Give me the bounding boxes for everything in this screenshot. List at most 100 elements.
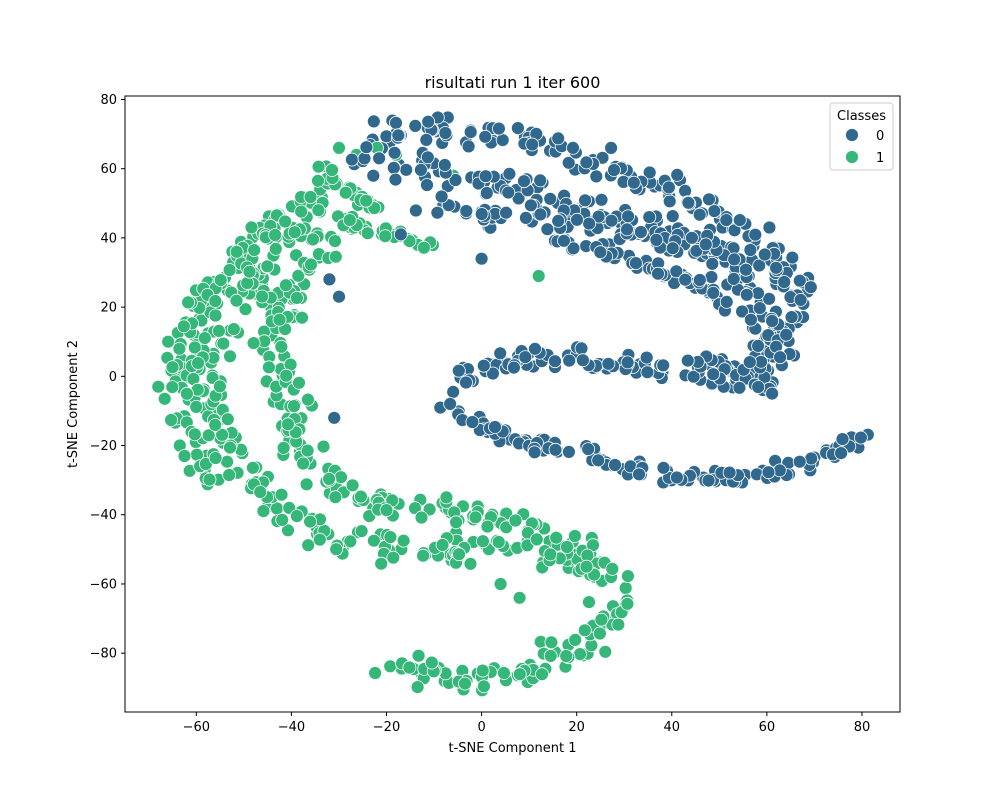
scatter-point-class-1 [328, 490, 343, 505]
scatter-point-class-1 [220, 412, 235, 427]
scatter-point-class-0 [656, 358, 671, 373]
scatter-point-class-0 [582, 216, 596, 231]
scatter-point-class-0 [528, 341, 542, 356]
scatter-point-class-1 [594, 612, 609, 627]
scatter-point-class-0 [451, 363, 466, 378]
scatter-point-class-0 [389, 116, 403, 130]
scatter-point-class-1 [223, 440, 237, 455]
scatter-point-class-0 [574, 341, 589, 356]
scatter-point-class-0 [533, 207, 548, 222]
scatter-point-class-0 [511, 121, 525, 136]
legend-title: Classes [837, 109, 886, 124]
scatter-point-class-0 [762, 220, 777, 235]
scatter-point-class-1 [535, 667, 549, 682]
scatter-point-class-0 [639, 350, 654, 365]
scatter-point-class-1 [611, 617, 626, 632]
scatter-point-class-0 [459, 375, 473, 390]
scatter-point-class-0 [562, 353, 577, 368]
scatter-point-class-0 [680, 353, 695, 368]
scatter-point-class-0 [722, 465, 737, 480]
scatter-point-class-0 [533, 173, 548, 188]
scatter-point-class-1 [449, 515, 464, 530]
scatter-point-class-0 [570, 212, 584, 227]
scatter-point-class-0 [408, 119, 423, 133]
scatter-point-class-0 [769, 260, 783, 275]
scatter-point-class-1 [493, 577, 508, 591]
scatter-point-class-0 [751, 380, 766, 394]
scatter-point-class-0 [491, 121, 506, 136]
scatter-point-class-0 [379, 129, 394, 144]
scatter-point-class-1 [278, 214, 293, 229]
scatter-point-class-1 [468, 510, 483, 525]
scatter-point-class-0 [419, 132, 434, 147]
scatter-point-class-1 [208, 294, 223, 308]
scatter-point-class-1 [359, 193, 374, 208]
scatter-point-class-1 [240, 276, 255, 290]
scatter-point-class-0 [670, 470, 684, 485]
scatter-point-class-0 [463, 125, 478, 139]
scatter-point-class-0 [327, 410, 342, 425]
scatter-point-class-1 [275, 513, 290, 527]
scatter-point-class-1 [424, 655, 439, 670]
scatter-point-class-1 [176, 319, 191, 334]
scatter-point-class-1 [366, 533, 381, 548]
legend-label-class-1: 1 [876, 151, 884, 166]
x-axis-label: t-SNE Component 1 [449, 741, 577, 756]
scatter-point-class-1 [311, 159, 326, 174]
scatter-point-class-1 [281, 523, 295, 538]
scatter-point-class-0 [779, 327, 794, 342]
scatter-point-class-1 [338, 185, 353, 200]
scatter-point-class-1 [268, 228, 283, 242]
scatter-point-class-1 [268, 241, 283, 256]
scatter-point-class-0 [499, 205, 514, 220]
scatter-point-class-1 [208, 417, 223, 432]
scatter-point-class-0 [726, 271, 741, 286]
scatter-point-class-1 [345, 478, 360, 493]
scatter-point-class-0 [495, 133, 510, 148]
scatter-point-class-1 [303, 514, 318, 529]
scatter-point-class-0 [366, 114, 381, 129]
scatter-point-class-0 [524, 198, 538, 213]
x-axis: −60 −40 −20 0 20 40 60 80 [183, 712, 870, 735]
scatter-point-class-1 [216, 336, 231, 351]
scatter-point-class-0 [566, 241, 581, 256]
scatter-point-class-1 [475, 663, 490, 678]
scatter-point-class-1 [238, 302, 253, 317]
scatter-point-class-0 [525, 137, 540, 152]
scatter-point-class-0 [656, 460, 671, 475]
scatter-point-class-1 [374, 556, 389, 571]
scatter-point-class-1 [299, 477, 314, 492]
scatter-point-class-1 [559, 649, 574, 663]
y-tick-label: −40 [90, 508, 117, 523]
scatter-point-class-0 [662, 180, 676, 195]
scatter-point-class-1 [226, 322, 241, 337]
y-tick-label: 40 [100, 231, 117, 246]
scatter-point-class-0 [762, 291, 776, 306]
scatter-point-class-1 [255, 289, 270, 304]
scatter-point-class-0 [735, 304, 749, 319]
scatter-point-class-1 [244, 220, 259, 235]
scatter-point-class-1 [276, 440, 291, 455]
scatter-point-class-0 [557, 233, 571, 248]
scatter-point-class-0 [662, 194, 677, 209]
scatter-point-class-1 [378, 229, 393, 244]
scatter-point-class-1 [177, 449, 192, 463]
scatter-point-class-0 [642, 210, 657, 225]
scatter-point-class-0 [785, 250, 800, 265]
x-tick-label: −40 [278, 720, 305, 735]
scatter-point-class-1 [343, 534, 358, 549]
scatter-point-class-0 [593, 245, 608, 260]
scatter-point-class-0 [608, 458, 622, 472]
scatter-point-class-1 [172, 341, 187, 356]
scatter-point-class-1 [410, 680, 425, 694]
scatter-point-class-0 [511, 191, 526, 206]
scatter-point-class-0 [620, 222, 634, 237]
scatter-point-class-1 [291, 268, 306, 283]
scatter-point-class-0 [493, 346, 508, 361]
scatter-point-class-1 [328, 249, 343, 264]
scatter-point-class-1 [242, 264, 257, 279]
scatter-point-class-1 [332, 140, 346, 155]
scatter-point-class-0 [706, 367, 721, 382]
scatter-point-class-1 [402, 660, 417, 675]
scatter-point-class-1 [165, 380, 180, 395]
